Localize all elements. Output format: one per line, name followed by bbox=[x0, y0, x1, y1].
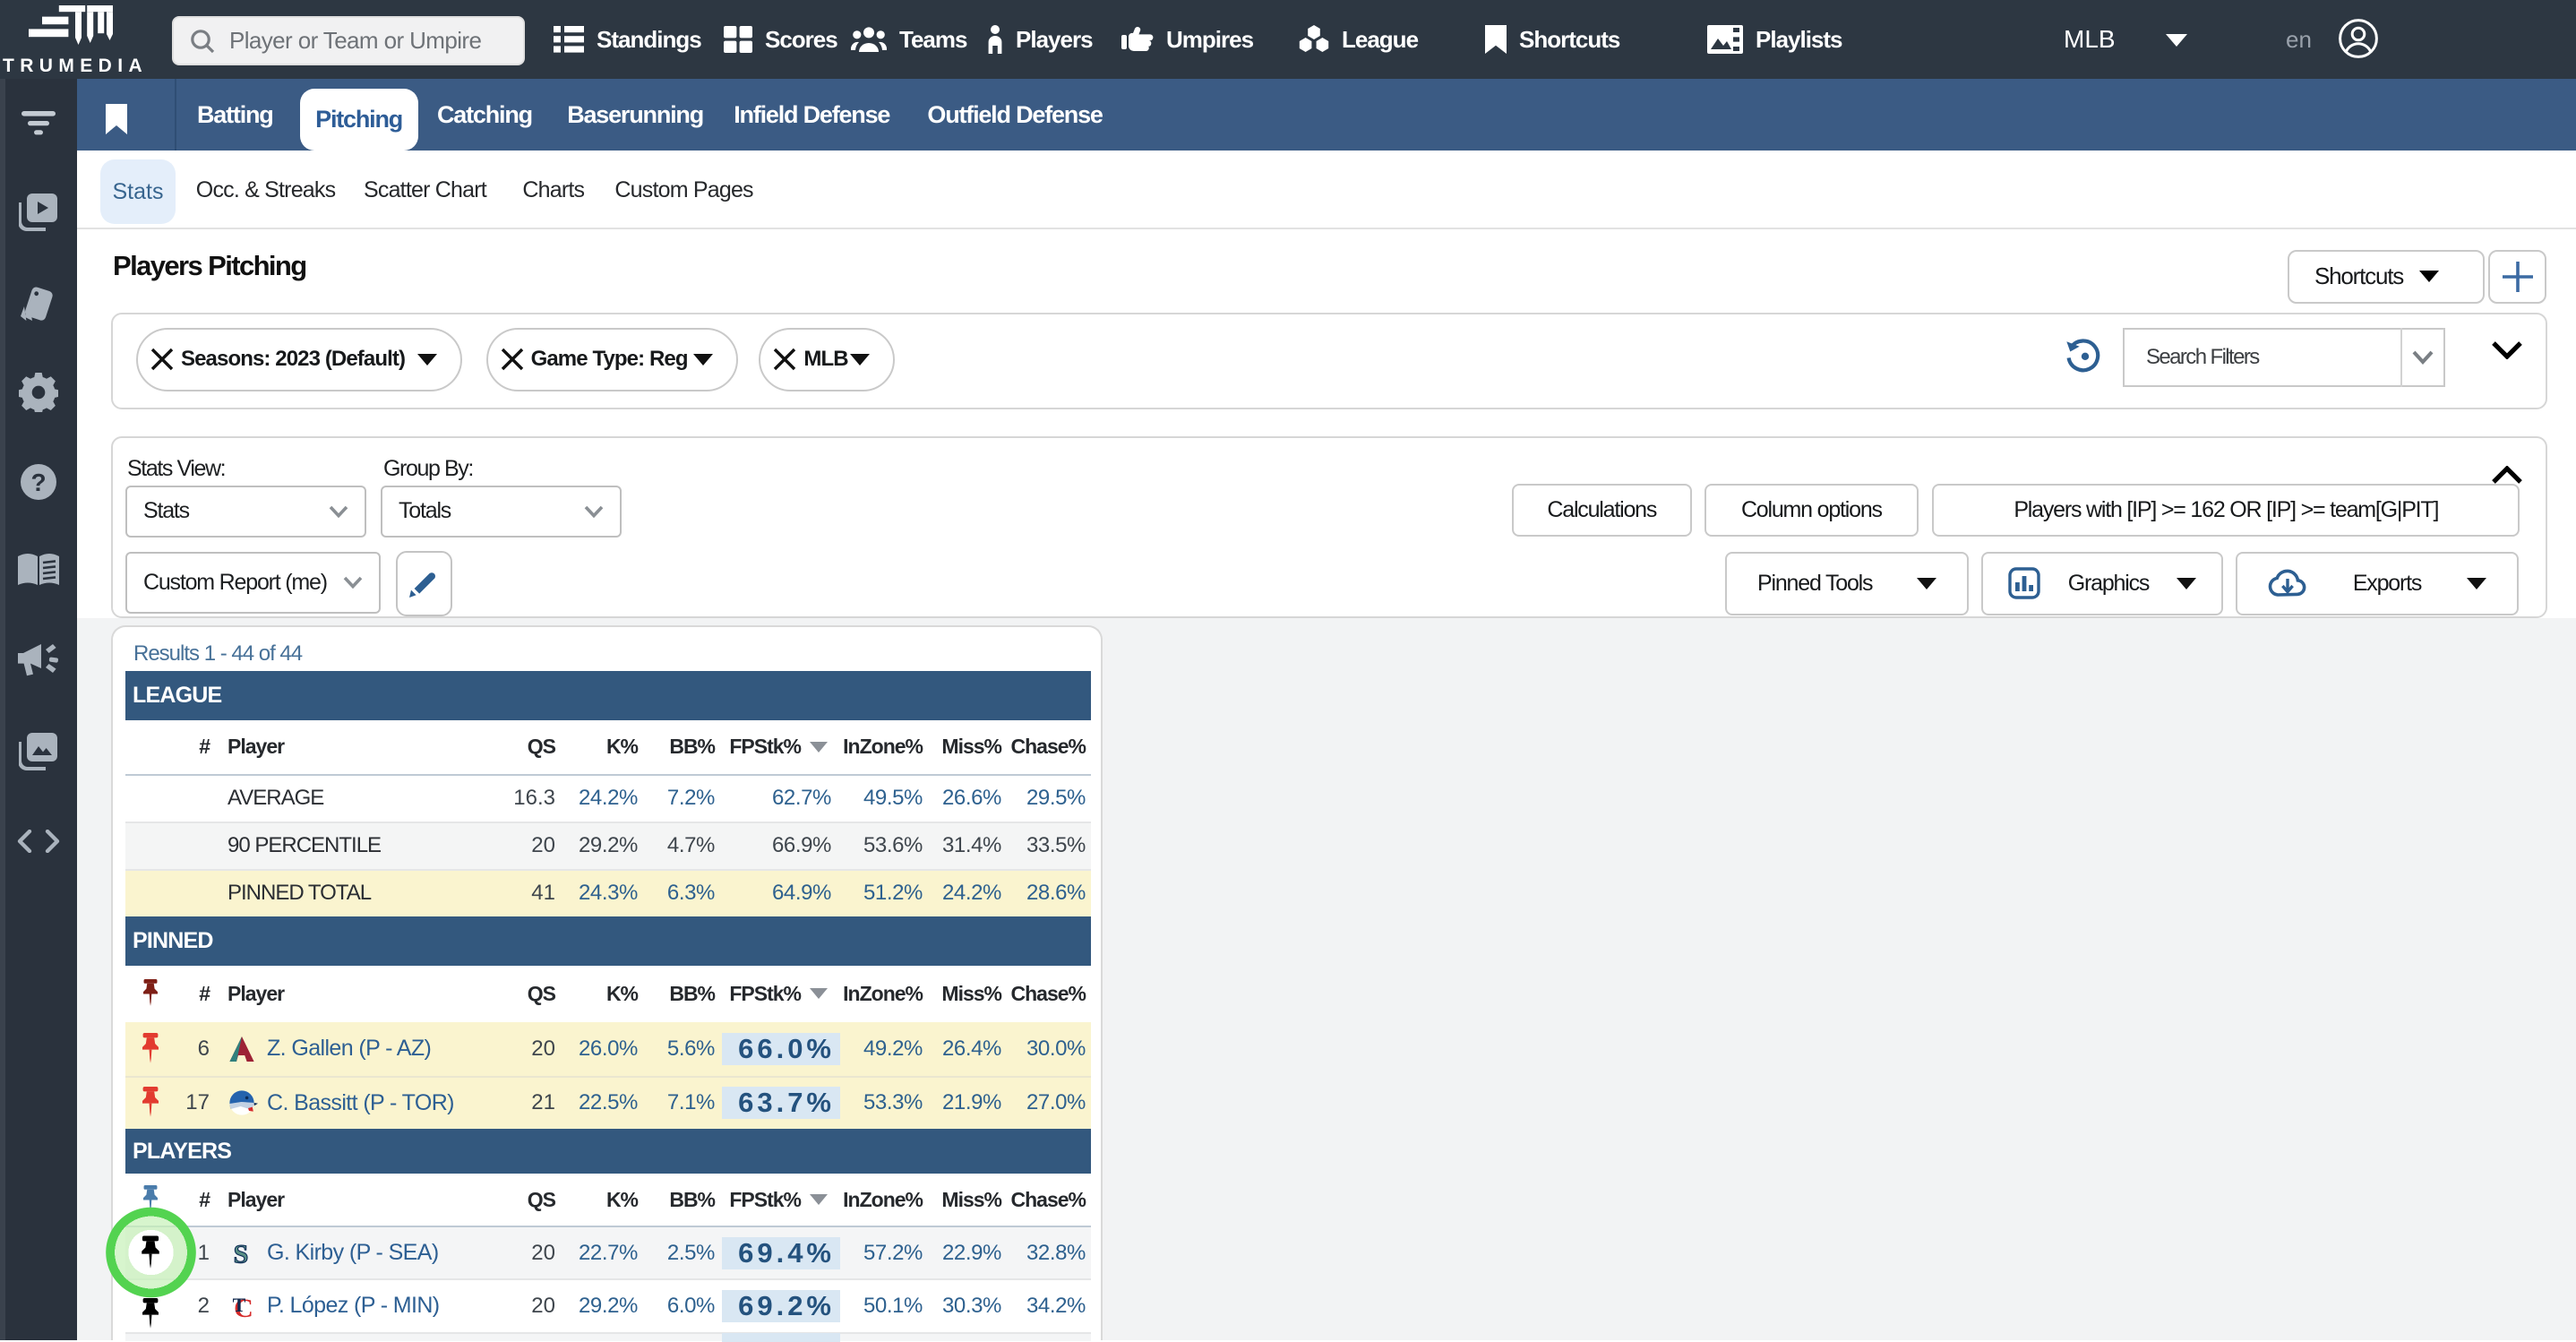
svg-text:T: T bbox=[233, 1294, 246, 1316]
svg-text:S: S bbox=[234, 1239, 249, 1268]
svg-text:C: C bbox=[234, 1294, 253, 1320]
svg-text:?: ? bbox=[30, 469, 46, 496]
